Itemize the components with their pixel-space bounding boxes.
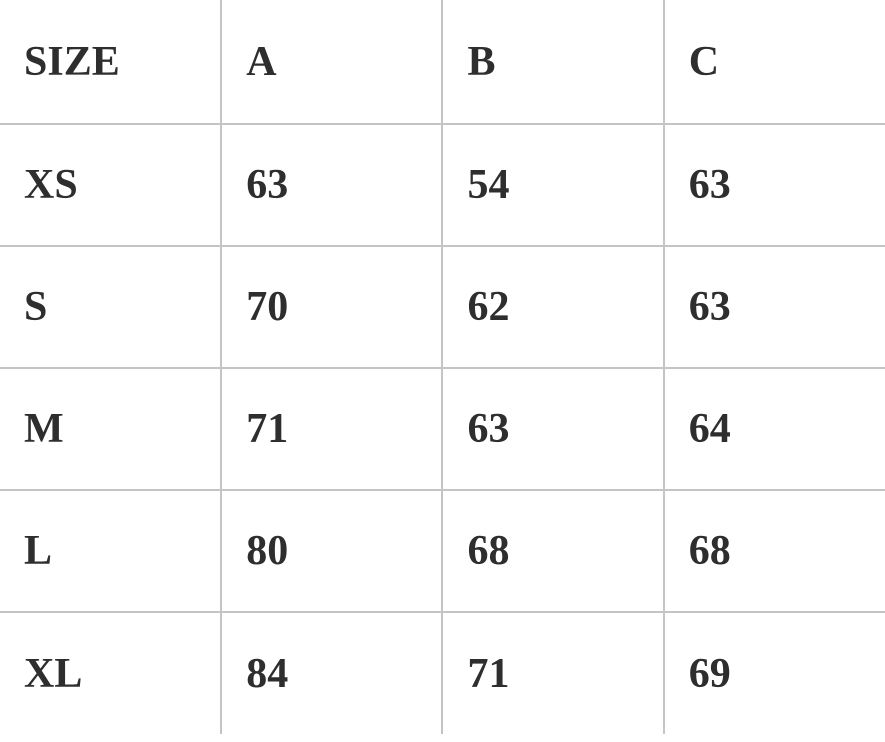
- measurement-cell: 63: [663, 124, 885, 247]
- size-label-cell: XL: [0, 612, 223, 734]
- header-row: SIZE A B C: [0, 0, 885, 125]
- measurement-cell: 71: [221, 368, 444, 491]
- measurement-cell: 63: [663, 246, 885, 369]
- table-row: M 71 63 64: [0, 368, 885, 491]
- measurement-cell: 62: [442, 246, 665, 369]
- measurement-cell: 64: [663, 368, 885, 491]
- measurement-cell: 68: [663, 490, 885, 613]
- header-size: SIZE: [0, 0, 223, 125]
- measurement-cell: 69: [688, 650, 731, 697]
- header-c: C: [663, 0, 885, 125]
- table-row: S 70 62 63: [0, 246, 885, 369]
- size-label-cell: S: [0, 246, 223, 369]
- measurement-cell: 54: [442, 124, 665, 247]
- measurement-cell: 70: [221, 246, 444, 369]
- size-label-cell: M: [0, 368, 223, 491]
- measurement-cell: 68: [442, 490, 665, 613]
- table-row: XL 84 71 69: [0, 612, 885, 734]
- measurement-cell: 63: [442, 368, 665, 491]
- table-row: XS 63 54 63: [0, 124, 885, 247]
- measurement-cell: 63: [221, 124, 444, 247]
- measurement-cell: 71: [442, 612, 665, 734]
- size-label-cell: XS: [0, 124, 223, 247]
- table-row: L 80 68 68: [0, 490, 885, 613]
- measurement-cell: 84: [221, 612, 444, 734]
- measurement-cell: 80: [221, 490, 444, 613]
- header-a: A: [221, 0, 444, 125]
- header-b: B: [442, 0, 665, 125]
- size-label-cell: L: [0, 490, 223, 613]
